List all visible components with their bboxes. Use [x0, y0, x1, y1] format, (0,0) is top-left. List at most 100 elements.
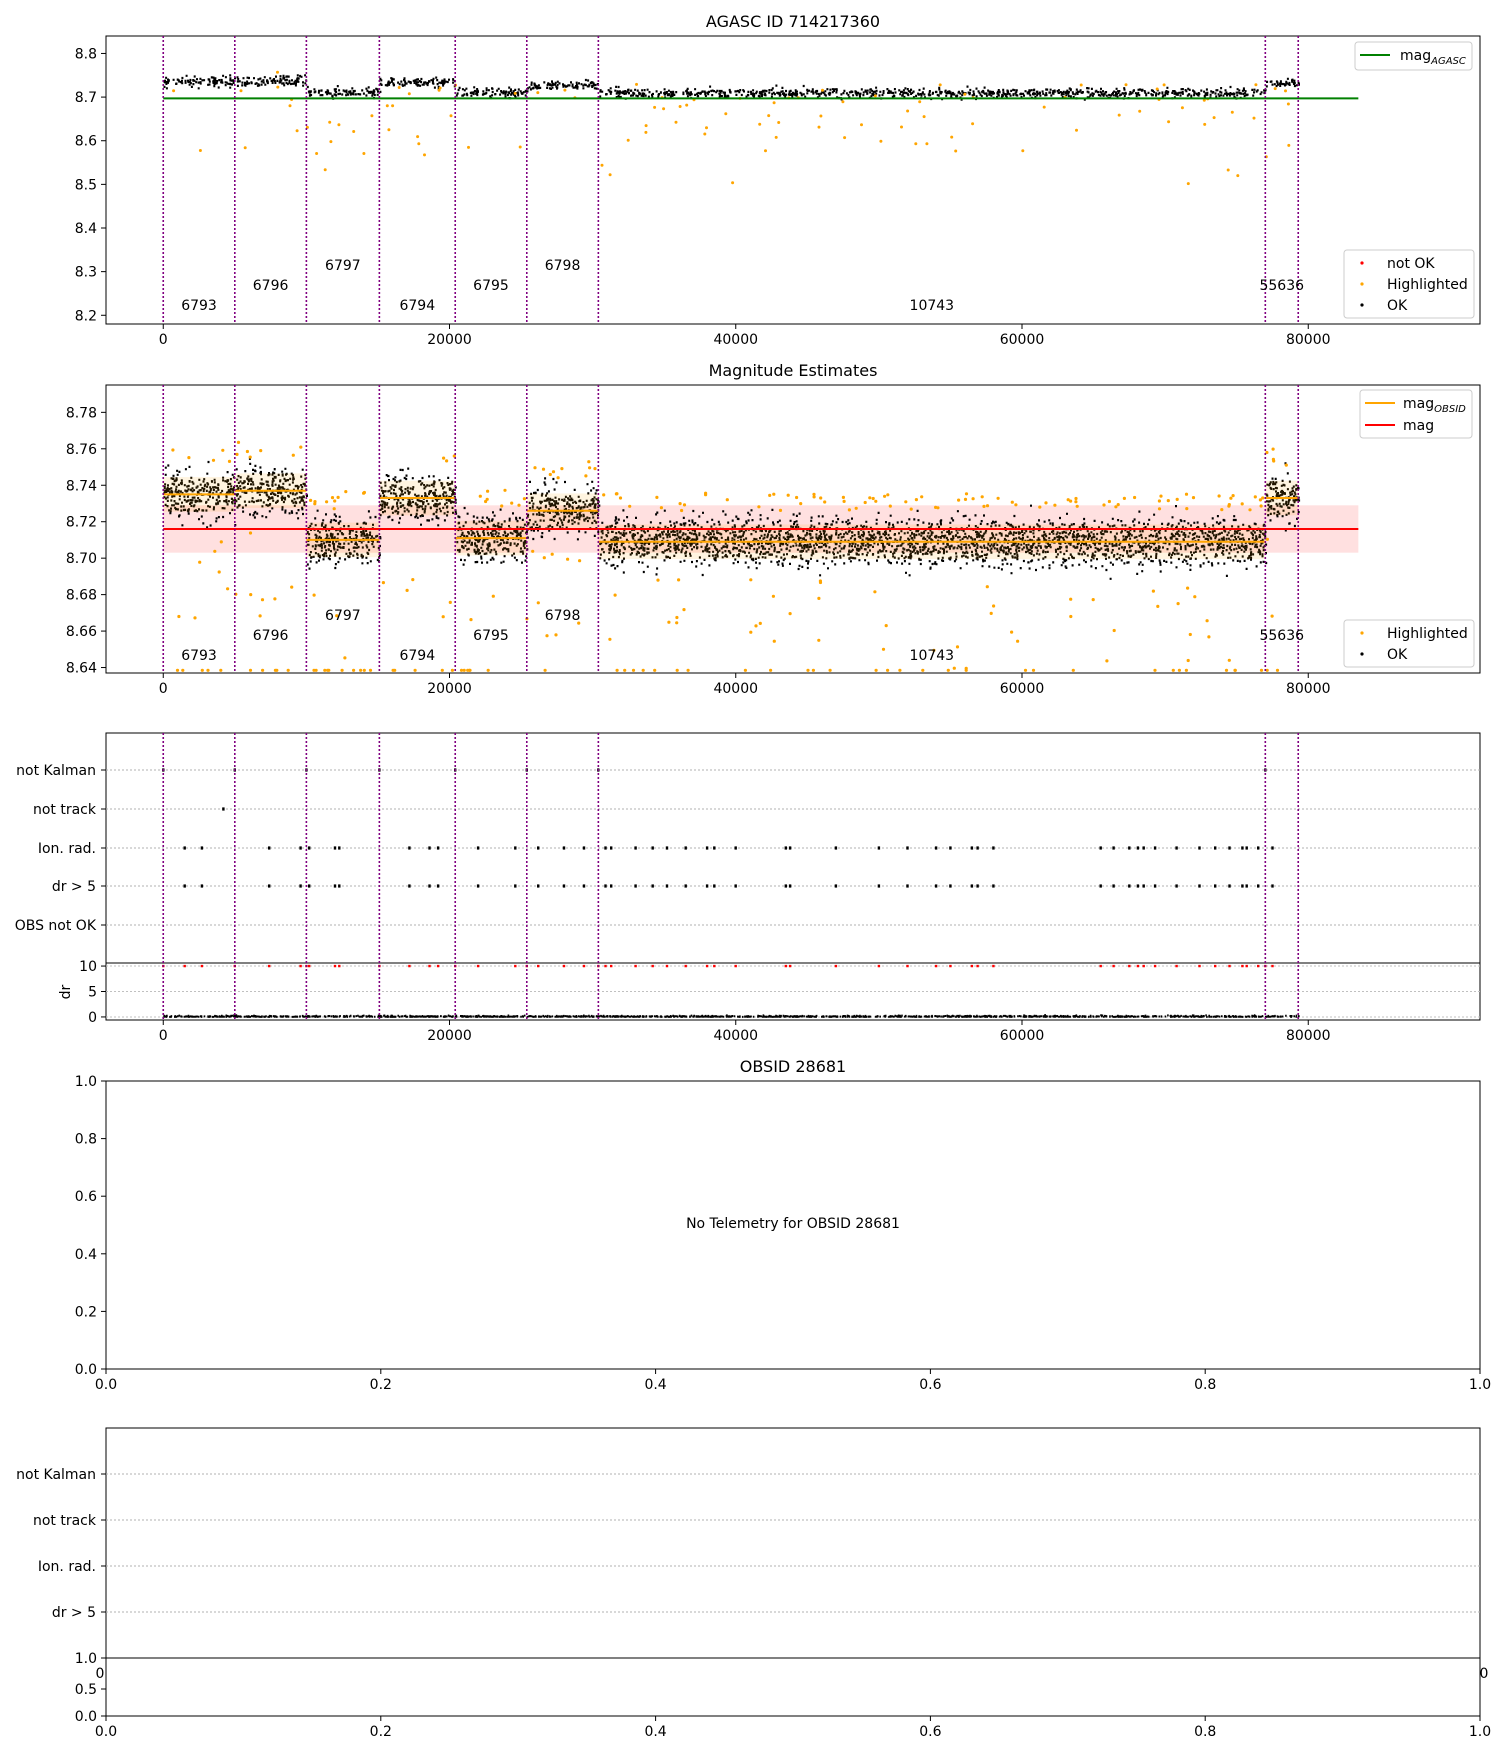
flag-event	[665, 846, 669, 850]
highlighted-estimate	[362, 490, 366, 495]
highlighted-estimate	[445, 459, 449, 463]
highlighted-point	[328, 120, 332, 124]
highlighted-estimate	[871, 496, 875, 501]
highlighted-point	[922, 115, 926, 119]
flag-event	[906, 884, 909, 888]
highlighted-point	[879, 139, 883, 143]
highlighted-point	[1203, 122, 1207, 126]
flag-event	[610, 884, 613, 888]
agasc-x-tick-label: 20000	[427, 332, 472, 348]
highlighted-point	[1180, 106, 1184, 110]
highlighted-estimate	[249, 593, 253, 597]
highlighted-estimate	[344, 490, 348, 494]
highlighted-point	[288, 104, 292, 108]
flag-event	[1112, 846, 1115, 850]
highlighted-estimate	[235, 452, 239, 456]
highlighted-point	[387, 128, 391, 132]
flag-event	[428, 884, 431, 888]
highlighted-estimate	[219, 540, 223, 544]
highlighted-estimate	[812, 492, 816, 496]
highlighted-estimate	[1220, 508, 1224, 512]
highlighted-estimate	[841, 495, 846, 499]
flag-event	[514, 846, 517, 850]
highlighted-estimate	[261, 668, 265, 672]
highlighted-point	[438, 86, 442, 90]
dr-axis-label: dr	[58, 984, 74, 999]
estimates-obsid-label: 6794	[399, 648, 435, 664]
highlighted-estimate	[817, 596, 821, 601]
obsid-flag-label: dr > 5	[52, 1605, 96, 1621]
highlighted-point	[674, 120, 678, 124]
highlighted-estimate	[758, 621, 762, 626]
highlighted-estimate	[333, 499, 337, 503]
flag-event	[784, 884, 787, 888]
obsid-mag-legend-label: magOBSID	[1403, 396, 1466, 415]
highlighted-estimate	[989, 611, 993, 616]
highlighted-estimate	[881, 647, 886, 651]
flag-event	[299, 846, 302, 850]
highlighted-estimate	[1233, 668, 1237, 672]
highlighted-point	[1155, 87, 1159, 91]
highlighted-estimate	[1091, 598, 1095, 602]
flags-panel: dr not Kalman not track Ion. rad. dr > 5 OBS…	[15, 732, 1481, 1044]
highlighted-point	[644, 130, 648, 134]
highlighted-estimate	[1176, 602, 1180, 606]
highlighted-point	[731, 181, 735, 185]
estimates-y-tick-label: 8.64	[66, 661, 97, 677]
obsid-panel-frame	[105, 1080, 1481, 1370]
highlighted-estimate	[1010, 500, 1014, 504]
highlighted-estimate	[996, 496, 1000, 500]
highlighted-estimate	[1102, 503, 1106, 507]
highlighted-estimate	[459, 668, 464, 672]
highlighted-estimate	[818, 580, 823, 585]
flag-event	[992, 846, 995, 850]
flag-event	[1241, 884, 1244, 888]
highlighted-point	[914, 142, 918, 146]
highlighted-estimate	[1186, 586, 1190, 590]
flag-event	[476, 884, 480, 888]
highlighted-estimate	[980, 495, 984, 499]
obsid-y-tick-label: 0.4	[75, 1247, 97, 1263]
highlighted-point	[198, 149, 202, 152]
obsid-dr-x-tick-label: 1.0	[1469, 1724, 1491, 1740]
highlighted-point	[918, 100, 922, 104]
magnitude-estimates-panel: Magnitude Estimates 8.64 8.66 8.68 8.70 8.72…	[66, 361, 1481, 697]
highlighted-estimate	[1186, 658, 1190, 663]
highlighted-estimate	[286, 668, 290, 672]
highlighted-estimate	[772, 639, 776, 643]
highlighted-estimate	[1153, 668, 1157, 672]
flag-label: not Kalman	[16, 763, 96, 779]
flag-event	[1136, 846, 1140, 850]
flag-event	[788, 884, 792, 888]
flag-event	[970, 846, 974, 850]
flag-event	[308, 884, 311, 888]
highlighted-estimate	[1270, 614, 1274, 618]
estimates-legend-highlighted-label: Highlighted	[1387, 626, 1468, 642]
highlighted-estimate	[1151, 589, 1155, 593]
estimates-legend-ok-marker	[1360, 652, 1364, 656]
agasc-status-legend-box	[1343, 249, 1475, 319]
highlighted-point	[843, 136, 847, 140]
highlighted-point	[600, 163, 604, 167]
agasc-y-tick-label: 8.5	[75, 177, 97, 193]
highlighted-estimate	[795, 495, 799, 500]
flag-event	[1112, 884, 1115, 888]
estimates-y-tick-label: 8.78	[66, 405, 97, 421]
highlighted-estimate	[312, 668, 316, 672]
flag-label: dr > 5	[52, 879, 96, 895]
highlighted-estimate	[206, 668, 210, 672]
flag-event	[436, 846, 440, 850]
dr-clipped-point	[183, 964, 186, 968]
flag-event	[834, 846, 838, 850]
highlighted-point	[662, 107, 666, 111]
flag-event	[734, 884, 737, 888]
highlighted-estimate	[273, 668, 277, 672]
highlighted-estimate	[245, 449, 249, 454]
highlighted-point	[243, 146, 247, 150]
dr-clipped-point	[537, 964, 540, 968]
dr-clipped-point	[976, 964, 979, 968]
flag-event	[1257, 884, 1260, 888]
highlighted-point	[1252, 116, 1256, 120]
obsid-y-tick-label: 0.0	[75, 1362, 97, 1378]
highlighted-estimate	[503, 488, 507, 492]
